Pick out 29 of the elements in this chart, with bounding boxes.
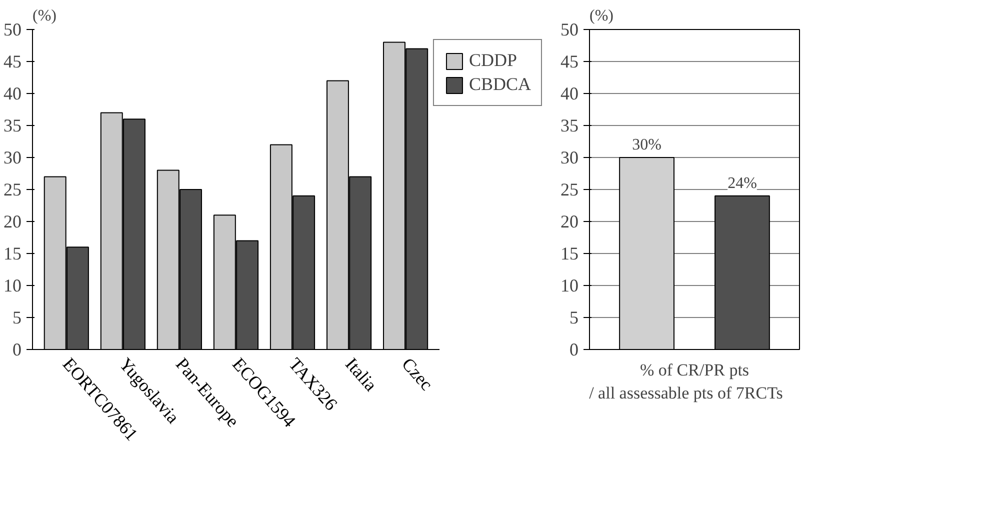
- y-tick-label: 20: [4, 212, 22, 232]
- y-tick-label: 35: [560, 116, 578, 136]
- y-tick-label: 5: [570, 308, 578, 328]
- legend-label: CBDCA: [468, 74, 531, 95]
- y-tick-label: 10: [560, 276, 578, 296]
- y-tick-label: 25: [560, 180, 578, 200]
- y-tick-label: 50: [4, 20, 22, 40]
- y-tick-label: 45: [560, 52, 578, 72]
- y-tick-label: 20: [560, 212, 578, 232]
- y-tick-label: 25: [4, 180, 22, 200]
- y-tick-label: 0: [12, 340, 22, 360]
- y-tick-label: 30: [560, 148, 578, 168]
- y-tick-label: 15: [4, 244, 22, 264]
- legend-label: CDDP: [468, 50, 517, 71]
- y-tick-label: 10: [4, 276, 22, 296]
- y-tick-label: 30: [4, 148, 22, 168]
- y-tick-label: 45: [4, 52, 22, 72]
- y-tick-label: 50: [560, 20, 578, 40]
- y-tick-label: 40: [560, 84, 578, 104]
- y-axis-title: (%): [32, 8, 56, 24]
- y-tick-label: 5: [12, 308, 22, 328]
- data-label: 30%: [632, 136, 662, 154]
- y-tick-label: 15: [560, 244, 578, 264]
- x-axis-title: % of CR/PR pts / all assessable pts of 7RCTs: [589, 360, 783, 402]
- y-tick-label: 40: [4, 84, 22, 104]
- y-tick-label: 35: [4, 116, 22, 136]
- y-tick-label: 0: [570, 340, 578, 360]
- y-axis-title: (%): [590, 8, 614, 24]
- data-label: 24%: [728, 174, 757, 192]
